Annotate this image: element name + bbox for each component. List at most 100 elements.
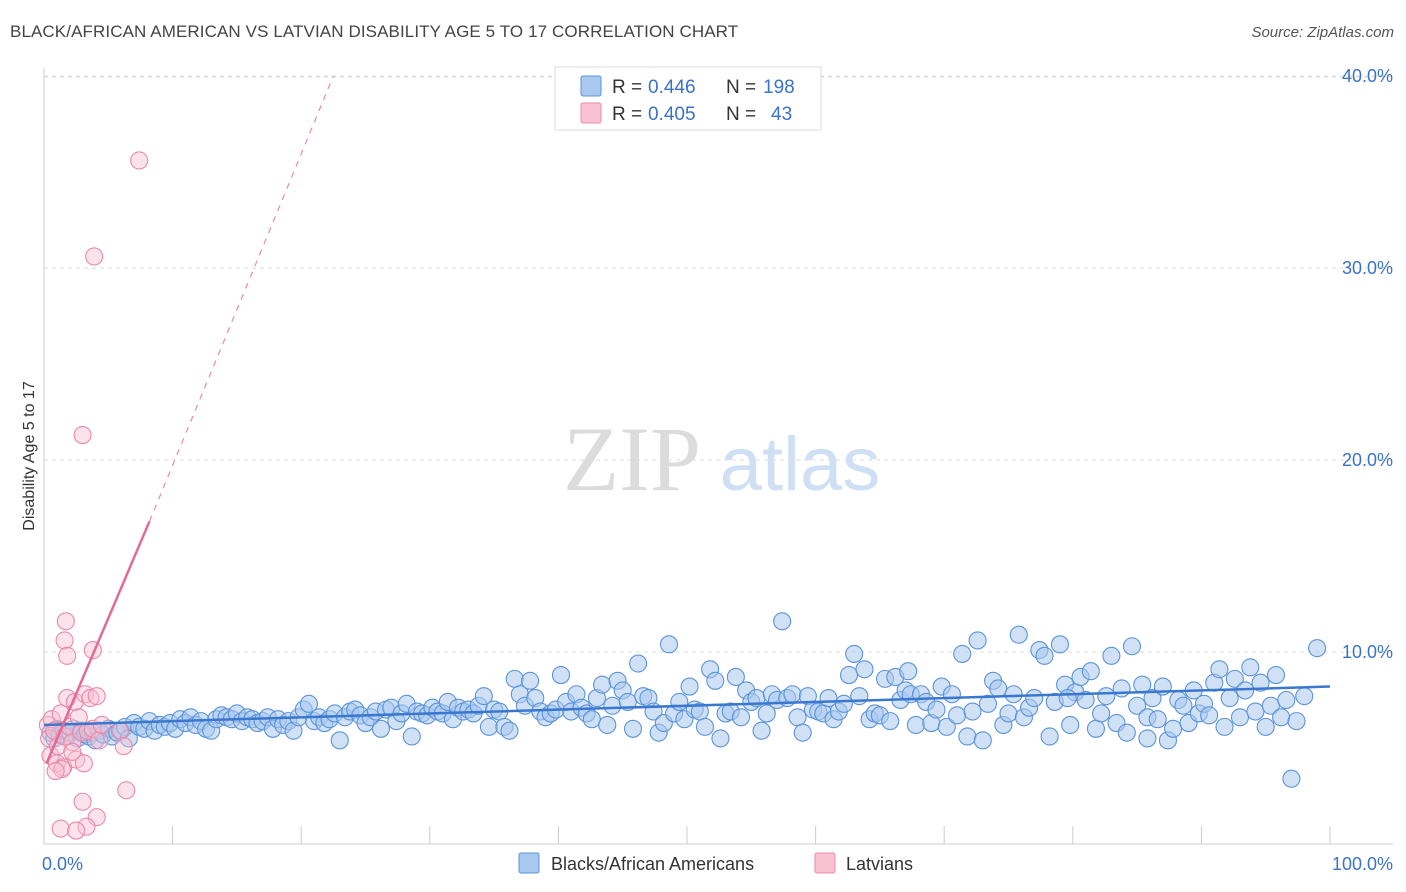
latvians-point <box>74 754 93 773</box>
grid-lines <box>44 75 1393 653</box>
latvians-point <box>117 781 136 800</box>
blacks-point <box>989 679 1008 698</box>
blacks-point <box>1004 685 1023 704</box>
watermark-zip: ZIP <box>563 408 701 510</box>
blacks-point <box>1058 689 1077 708</box>
blacks-point <box>1035 646 1054 665</box>
blacks-point <box>1040 727 1059 746</box>
blacks-point <box>937 717 956 736</box>
blacks-point <box>1272 708 1291 727</box>
blacks-point <box>711 729 730 748</box>
blacks-point <box>1266 665 1286 685</box>
latvians-point <box>63 742 82 761</box>
legend-n-value: 198 <box>763 77 795 98</box>
blacks-point <box>839 665 859 685</box>
x-tick-labels: 0.0% 100.0% <box>42 854 1393 874</box>
blacks-point <box>1081 662 1100 681</box>
blacks-point <box>1251 673 1270 692</box>
blacks-point <box>521 671 540 690</box>
blacks-point <box>953 644 972 663</box>
y-tick-label: 40.0% <box>1342 66 1393 86</box>
blacks-point <box>783 685 802 704</box>
blacks-point <box>999 704 1018 723</box>
blacks-point <box>1256 717 1275 736</box>
y-tick-labels: 10.0% 20.0% 30.0% 40.0% <box>1342 66 1393 662</box>
blacks-point <box>1097 687 1116 706</box>
blacks-point <box>1200 706 1219 725</box>
blacks-point <box>1112 679 1131 698</box>
latvians-point <box>92 715 111 735</box>
blacks-point <box>906 715 925 735</box>
blacks-point <box>593 675 612 694</box>
blacks-point <box>1210 660 1229 679</box>
blacks-point <box>978 694 997 713</box>
watermark-atlas: atlas <box>720 422 881 507</box>
blacks-point <box>1241 658 1260 677</box>
latvians-point <box>58 646 77 665</box>
blacks-point <box>731 708 751 727</box>
blacks-point <box>1230 708 1250 727</box>
trend-line-blacks <box>43 685 1331 727</box>
blacks-point <box>1164 719 1183 738</box>
latvians-point <box>77 817 96 836</box>
blacks-point <box>1295 687 1314 706</box>
blacks-point <box>942 685 961 704</box>
blacks-point <box>598 715 617 735</box>
legend-n-label: N = <box>726 104 756 125</box>
blacks-point <box>1225 669 1244 688</box>
y-tick-label: 10.0% <box>1342 642 1393 662</box>
x-tick-label: 0.0% <box>42 854 83 874</box>
blacks-point <box>968 631 987 650</box>
blacks-point <box>927 700 946 719</box>
blacks-point <box>757 704 776 723</box>
blacks-point <box>500 721 519 740</box>
blacks-point <box>505 669 524 688</box>
legend-r-value: 0.405 <box>648 104 696 125</box>
latvians-point <box>114 737 133 756</box>
blacks-point <box>1143 689 1162 708</box>
chart-title: BLACK/AFRICAN AMERICAN VS LATVIAN DISABI… <box>10 22 739 41</box>
trend-line-latvians <box>45 520 151 764</box>
latvians-point <box>110 721 129 740</box>
blacks-point <box>371 719 390 738</box>
legend-n-value: 43 <box>771 104 792 125</box>
blacks-point <box>1308 639 1327 658</box>
blacks-point <box>1061 715 1080 735</box>
blacks-point <box>773 612 792 631</box>
blacks-point <box>680 677 699 696</box>
latvians-point <box>81 689 100 708</box>
latvians-point <box>130 151 149 170</box>
blacks-point <box>659 635 679 654</box>
legend-n-label: N = <box>726 77 756 98</box>
latvians-point <box>52 760 72 779</box>
latvians-point <box>69 708 88 727</box>
blacks-point <box>958 727 977 746</box>
blacks-point <box>1282 769 1301 788</box>
blacks-point <box>474 687 493 706</box>
blacks-point <box>899 662 918 681</box>
blacks-point <box>1277 690 1296 710</box>
bottom-legend-label-latvians: Latvians <box>846 854 913 874</box>
blacks-point <box>1025 689 1044 708</box>
blacks-point <box>1287 712 1306 731</box>
blacks-point <box>1122 637 1142 656</box>
blacks-point <box>1092 704 1111 723</box>
source-credit: Source: ZipAtlas.com <box>1251 24 1394 41</box>
latvians-point <box>87 687 106 706</box>
series-blacks-points <box>41 612 1327 788</box>
bottom-legend-label-blacks: Blacks/African Americans <box>551 854 754 874</box>
legend-bottom: Blacks/African Americans Latvians <box>518 852 913 874</box>
blacks-point <box>752 721 771 740</box>
legend-swatch-latvians <box>580 102 602 124</box>
blacks-point <box>706 671 725 690</box>
blacks-point <box>623 719 643 738</box>
blacks-point <box>1102 646 1121 665</box>
x-ticks <box>43 826 1331 844</box>
blacks-point <box>1148 710 1167 729</box>
blacks-point <box>948 706 967 725</box>
latvians-point <box>85 247 104 266</box>
bottom-legend-swatch-blacks <box>518 852 540 874</box>
blacks-point <box>479 717 499 736</box>
blacks-point <box>963 702 982 721</box>
